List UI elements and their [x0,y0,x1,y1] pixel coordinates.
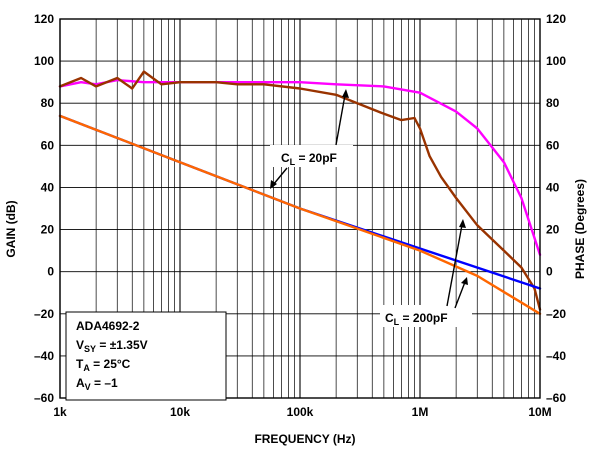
y-tick-label-right: 120 [546,12,566,26]
vsy-label: VSY = ±1.35V [76,338,148,354]
x-tick-label: 10k [170,405,190,419]
arrowhead-cl-200-gain [461,277,468,285]
y-tick-label-right: –20 [546,307,566,321]
y-tick-label-left: 120 [34,12,54,26]
y-tick-label-left: 20 [41,223,55,237]
x-tick-label: 1k [53,405,67,419]
y-axis-right-title: PHASE (Degrees) [573,179,587,279]
series-line-2 [58,70,542,311]
annotation-cl-200pf: CL = 200pF [380,219,472,327]
conditions-box: ADA4692-2 VSY = ±1.35V TA = 25°C AV = –1 [65,311,227,401]
arrowhead-cl-200-phase [459,219,466,228]
arrowhead-cl-20-gain [270,180,277,189]
x-tick-label: 10M [528,405,551,419]
y-tick-label-right: 0 [546,265,553,279]
arrowhead-cl-20-phase [342,89,349,98]
y-tick-label-left: 40 [41,180,55,194]
y-tick-label-right: –40 [546,349,566,363]
y-tick-label-left: –20 [34,307,54,321]
y-axis-left-title: GAIN (dB) [4,200,18,257]
tick-labels: 1k 10k 100k 1M 10M–60 –60–40 –40–20 –200 020 2040… [34,12,566,419]
svg-text:CL = 200pF: CL = 200pF [385,311,448,327]
y-tick-label-left: –40 [34,349,54,363]
arrow-cl-20-to-gain [272,167,288,186]
y-tick-label-right: 100 [546,54,566,68]
annotation-cl-20pf: CL = 20pF [270,89,353,189]
y-tick-label-right: 20 [546,223,560,237]
y-tick-label-right: 80 [546,96,560,110]
x-axis-title: FREQUENCY (Hz) [254,432,355,446]
svg-text:CL = 20pF: CL = 20pF [281,151,337,167]
arrow-cl-20-to-phase [335,94,346,146]
arrow-cl-200-to-phase [446,224,463,307]
y-tick-label-left: –60 [34,391,54,405]
ta-label: TA = 25°C [76,357,131,373]
x-tick-label: 1M [412,405,429,419]
y-tick-label-left: 80 [41,96,55,110]
x-tick-label: 100k [287,405,314,419]
y-tick-label-right: 40 [546,180,560,194]
series-line-4 [58,114,542,315]
av-label: AV = –1 [76,376,118,392]
arrow-cl-200-to-gain [454,281,466,309]
y-tick-label-left: 60 [41,138,55,152]
y-tick-label-right: 60 [546,138,560,152]
y-tick-label-right: –60 [546,391,566,405]
plot-frame [59,18,541,399]
y-tick-label-left: 100 [34,54,54,68]
series-layer [58,70,542,315]
device-label: ADA4692-2 [76,319,140,333]
y-tick-label-left: 0 [47,265,54,279]
